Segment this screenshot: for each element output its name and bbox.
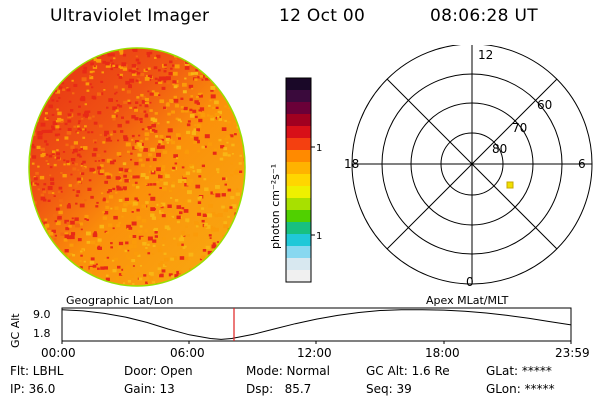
seq-readout: Seq: 39 <box>366 382 412 396</box>
colorbar-band <box>286 114 311 127</box>
colorbar-band <box>286 138 311 151</box>
door-readout: Door: Open <box>124 364 193 378</box>
colorbar-band <box>286 186 311 199</box>
colorbar-band <box>286 162 311 175</box>
lat-label-80: 80 <box>492 142 507 156</box>
colorbar-band <box>286 198 311 211</box>
timeline-frame <box>61 307 572 342</box>
colorbar-band <box>286 90 311 103</box>
mlt-label-12: 12 <box>478 48 493 62</box>
gain-readout: Gain: 13 <box>124 382 175 396</box>
colorbar-band <box>286 174 311 187</box>
colorbar-band <box>286 270 311 283</box>
colorbar-band <box>286 258 311 271</box>
mlt-line-diag-b <box>386 78 558 250</box>
colorbar-band <box>286 222 311 235</box>
instrument-title: Ultraviolet Imager <box>50 6 210 26</box>
colorbar-band <box>286 234 311 247</box>
colorbar-band <box>286 210 311 223</box>
colorbar-tick-100: 100 <box>316 143 323 154</box>
ip-readout: IP: 36.0 <box>10 382 56 396</box>
apex-mlat-mlt-label: Apex MLat/MLT <box>426 294 509 307</box>
polar-dial: 12 18 6 0 60 70 80 <box>344 45 593 289</box>
time-tick-1200: 12:00 <box>297 346 332 360</box>
colorbar-scale <box>286 78 311 283</box>
colorbar-band <box>286 102 311 115</box>
geographic-latlon-label: Geographic Lat/Lon <box>66 294 174 307</box>
altitude-timeline: GC Alt 9.0 1.8 00:00 06:00 12:00 18:00 2… <box>9 307 590 360</box>
time-tick-1800: 18:00 <box>425 346 460 360</box>
colorbar-band <box>286 246 311 259</box>
gc-alt-axis-title: GC Alt <box>9 313 22 348</box>
uv-image-disk <box>28 47 246 287</box>
mlt-label-6: 6 <box>578 157 586 171</box>
colorbar-band <box>286 78 311 91</box>
lat-label-70: 70 <box>512 121 527 135</box>
time-label: 08:06:28 UT <box>430 6 538 26</box>
mlt-label-18: 18 <box>344 157 359 171</box>
gc-alt-readout: GC Alt: 1.6 Re <box>366 364 450 378</box>
mlt-label-0: 0 <box>466 275 474 289</box>
time-tick-0000: 00:00 <box>41 346 76 360</box>
disk-rim <box>28 47 246 287</box>
spacecraft-position-marker <box>506 181 514 189</box>
gc-alt-tick-low: 1.8 <box>33 327 51 340</box>
colorbar-band <box>286 150 311 163</box>
filter-readout: Flt: LBHL <box>10 364 64 378</box>
colorbar-label: photon cm⁻²s⁻¹ <box>269 164 282 249</box>
colorbar: 100 10 photon cm⁻²s⁻¹ <box>269 77 323 283</box>
gc-alt-tick-high: 9.0 <box>33 308 51 321</box>
time-tick-0600: 06:00 <box>170 346 205 360</box>
time-tick-2359: 23:59 <box>555 346 590 360</box>
colorbar-tick-10: 10 <box>316 231 323 242</box>
glon-readout: GLon: ***** <box>486 382 555 396</box>
colorbar-band <box>286 126 311 139</box>
mode-readout: Mode: Normal <box>246 364 330 378</box>
lat-label-60: 60 <box>537 98 552 112</box>
dsp-readout: Dsp: 85.7 <box>246 382 312 396</box>
glat-readout: GLat: ***** <box>486 364 552 378</box>
gc-alt-curve <box>61 309 572 340</box>
date-label: 12 Oct 00 <box>279 6 366 26</box>
